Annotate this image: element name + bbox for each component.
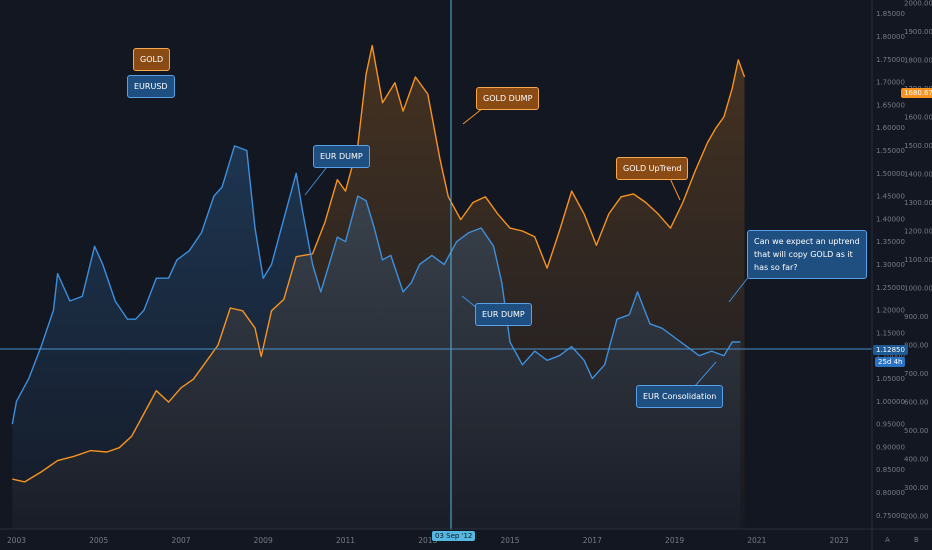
year-tick-label: 2005 [89, 536, 108, 545]
eurusd-tick-label: 0.85000 [876, 466, 905, 474]
year-tick-label: 2017 [583, 536, 602, 545]
gold-legend-label: GOLD [133, 48, 171, 71]
date-crosshair-tag: 03 Sep '12 [432, 531, 476, 541]
year-tick-label: 2013 [418, 536, 437, 545]
eurusd-tick-label: 1.10000 [876, 352, 905, 360]
gold-tick-label: 1100.00 [904, 256, 932, 264]
eurusd-series-line[interactable] [11, 145, 741, 425]
eurusd-tick-label: 1.35000 [876, 238, 905, 246]
gold-tick-label: 300.00 [904, 484, 929, 492]
gold-tick-label: 900.00 [904, 313, 929, 321]
question-callout: Can we expect an uptrend that will copy … [747, 230, 867, 279]
gold-tick-label: 2000.00 [904, 0, 932, 7]
gold-tick-label: 200.00 [904, 513, 929, 521]
gold-tick-label: 500.00 [904, 427, 929, 435]
eurusd-tick-label: 1.05000 [876, 375, 905, 383]
eur-dump-1-pointer [304, 162, 331, 196]
log-scale-button[interactable]: B [914, 536, 919, 544]
gold-tick-label: 1800.00 [904, 56, 932, 64]
year-tick-label: 2007 [171, 536, 190, 545]
eur-crosshair-price-tag: 1.12850 [873, 345, 908, 355]
eurusd-tick-label: 1.40000 [876, 215, 905, 223]
eurusd-tick-label: 1.50000 [876, 170, 905, 178]
eur-consolidation-callout: EUR Consolidation [636, 385, 724, 408]
gold-tick-label: 1400.00 [904, 171, 932, 179]
gold-uptrend-callout: GOLD UpTrend [616, 157, 689, 180]
year-tick-label: 2015 [500, 536, 519, 545]
gold-tick-label: 700.00 [904, 370, 929, 378]
eurusd-tick-label: 1.75000 [876, 56, 905, 64]
year-tick-label: 2019 [665, 536, 684, 545]
eurusd-tick-label: 1.15000 [876, 329, 905, 337]
year-tick-label: 2009 [254, 536, 273, 545]
gold-tick-label: 400.00 [904, 456, 929, 464]
gold-tick-label: 1900.00 [904, 28, 932, 36]
year-tick-label: 2003 [7, 536, 26, 545]
year-tick-label: 2021 [747, 536, 766, 545]
eurusd-tick-label: 1.30000 [876, 261, 905, 269]
eurusd-tick-label: 1.80000 [876, 33, 905, 41]
gold-dump-callout: GOLD DUMP [476, 87, 540, 110]
eurusd-tick-label: 1.20000 [876, 307, 905, 315]
eurusd-tick-label: 1.55000 [876, 147, 905, 155]
eur-consolidation-pointer [694, 361, 717, 387]
eurusd-tick-label: 0.90000 [876, 443, 905, 451]
auto-scale-button[interactable]: A [885, 536, 890, 544]
gold-last-price-tag: 1680.67 [901, 88, 932, 98]
gold-tick-label: 600.00 [904, 399, 929, 407]
gold-tick-label: 1000.00 [904, 285, 932, 293]
gold-tick-label: 1300.00 [904, 199, 932, 207]
eurusd-tick-label: 1.60000 [876, 124, 905, 132]
eurusd-tick-label: 1.25000 [876, 284, 905, 292]
gold-tick-label: 1600.00 [904, 113, 932, 121]
year-tick-label: 2023 [830, 536, 849, 545]
gold-tick-label: 800.00 [904, 342, 929, 350]
eurusd-tick-label: 1.00000 [876, 398, 905, 406]
eurusd-tick-label: 1.85000 [876, 10, 905, 18]
gold-tick-label: 1200.00 [904, 228, 932, 236]
eurusd-tick-label: 1.45000 [876, 193, 905, 201]
eur-dump-2-callout: EUR DUMP [475, 303, 532, 326]
eurusd-tick-label: 0.95000 [876, 421, 905, 429]
gold-series-line[interactable] [12, 44, 746, 483]
eurusd-tick-label: 1.70000 [876, 79, 905, 87]
eurusd-area-fill [12, 145, 741, 529]
eur-dump-1-callout: EUR DUMP [313, 145, 370, 168]
eurusd-legend-label: EURUSD [127, 75, 175, 98]
year-tick-label: 2011 [336, 536, 355, 545]
gold-tick-label: 1500.00 [904, 142, 932, 150]
eurusd-tick-label: 0.75000 [876, 512, 905, 520]
eurusd-tick-label: 1.65000 [876, 101, 905, 109]
eurusd-tick-label: 0.80000 [876, 489, 905, 497]
countdown-tag: 25d 4h [875, 357, 906, 367]
